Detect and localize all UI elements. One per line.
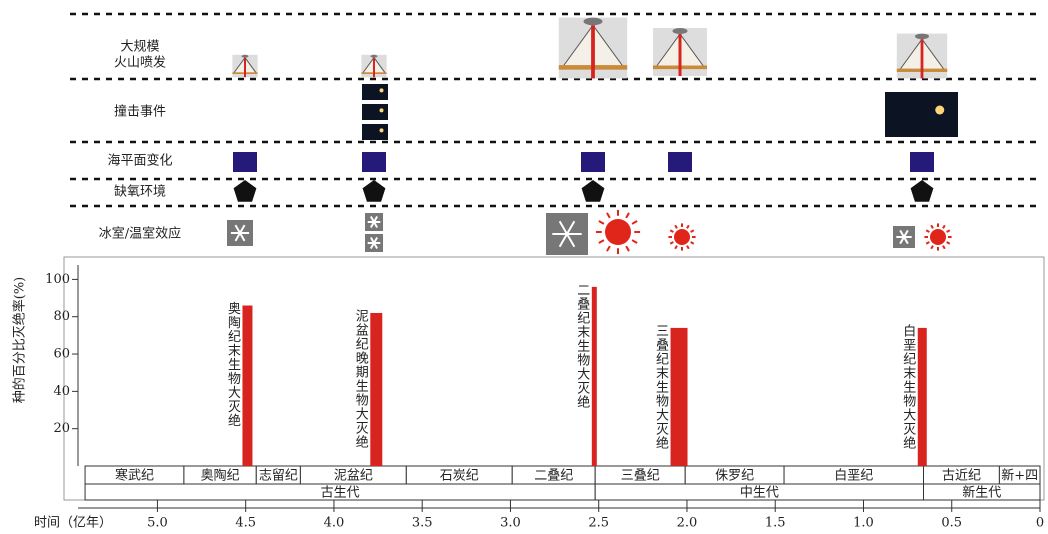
y-axis-label: 种的百分比灭绝率(%) [12, 277, 28, 404]
greenhouse-icon [626, 246, 629, 251]
x-axis-label: 时间（亿年） [34, 516, 112, 531]
period-label: 古近纪 [942, 469, 981, 484]
x-tick-label: 4.5 [235, 516, 256, 531]
greenhouse-icon [687, 246, 689, 249]
greenhouse-icon [670, 242, 673, 244]
greenhouse-icon [687, 225, 689, 228]
sea-level-icon [910, 152, 934, 172]
period-label: 泥盆纪 [334, 469, 373, 484]
bar-annotation: 二叠纪末生物大灭绝 [574, 283, 590, 409]
period-label: 寒武纪 [115, 468, 154, 484]
bar-annotation: 泥盆纪晚期生物大灭绝 [353, 309, 369, 449]
period-label: 三叠纪 [621, 469, 660, 484]
greenhouse-icon [674, 229, 690, 245]
volcano-icon [673, 28, 688, 34]
x-tick-label: 2.0 [677, 516, 698, 531]
period-label: 新+四 [1001, 468, 1038, 484]
sea-level-icon [668, 152, 692, 172]
x-tick-label: 2.5 [588, 516, 609, 531]
period-label: 二叠纪 [534, 469, 573, 484]
period-label: 白垩纪 [834, 468, 873, 484]
greenhouse-icon [943, 246, 945, 249]
plot-frame [64, 257, 1044, 500]
x-tick-label: 0.5 [941, 516, 962, 531]
bar [592, 287, 597, 466]
y-tick-label: 40 [53, 384, 70, 399]
greenhouse-icon [607, 213, 610, 218]
anoxia-icon [234, 180, 257, 202]
greenhouse-icon [931, 246, 933, 249]
greenhouse-icon [675, 225, 677, 228]
greenhouse-icon [675, 246, 677, 249]
greenhouse-icon [607, 246, 610, 251]
impact-icon [885, 92, 958, 137]
sea-level-icon [581, 152, 605, 172]
anoxia-icon [911, 180, 934, 202]
era-label: 古生代 [321, 486, 360, 501]
greenhouse-icon [691, 230, 694, 232]
greenhouse-icon [632, 240, 637, 243]
y-tick-label: 80 [53, 309, 70, 324]
anoxia-icon [582, 180, 605, 202]
greenhouse-icon [599, 240, 604, 243]
factor-label: 撞击事件 [114, 105, 166, 120]
impact-icon [380, 108, 384, 112]
greenhouse-icon [599, 221, 604, 224]
greenhouse-icon [926, 242, 929, 244]
y-tick-label: 20 [53, 421, 70, 436]
greenhouse-icon [605, 219, 631, 245]
x-tick-label: 0 [1036, 516, 1044, 531]
bar [370, 313, 382, 466]
period-label: 侏罗纪 [715, 469, 754, 484]
greenhouse-icon [626, 213, 629, 218]
factor-label: 大规模 [120, 40, 159, 55]
volcano-icon [371, 55, 378, 58]
impact-icon [380, 88, 384, 92]
factor-label: 缺氧环境 [114, 185, 166, 200]
bar [918, 328, 927, 466]
bar-annotation: 白垩纪末生物大灭绝 [900, 323, 916, 450]
greenhouse-icon [947, 242, 950, 244]
period-label: 石炭纪 [440, 469, 479, 484]
sea-level-icon [233, 152, 257, 172]
volcano-icon [915, 34, 929, 40]
volcano-icon [242, 55, 249, 58]
impact-icon [362, 124, 388, 140]
factor-label: 海平面变化 [107, 153, 172, 169]
greenhouse-icon [926, 230, 929, 232]
x-tick-label: 3.0 [500, 516, 521, 531]
bar-annotation: 三叠纪末生物大灭绝 [653, 324, 669, 450]
impact-icon [380, 128, 384, 132]
greenhouse-icon [947, 230, 950, 232]
impact-icon [362, 104, 388, 120]
x-tick-label: 3.5 [412, 516, 433, 531]
figure: 大规模火山喷发撞击事件海平面变化缺氧环境冰室/温室效应 20 40 60 80 100 种的… [0, 0, 1048, 534]
volcano-icon [584, 18, 603, 26]
impact-icon [935, 106, 944, 115]
era-label: 中生代 [740, 486, 779, 501]
period-label: 奥陶纪 [201, 468, 240, 484]
impact-icon [362, 84, 388, 100]
y-tick-label: 100 [45, 272, 70, 287]
anoxia-icon [363, 180, 386, 202]
x-tick-label: 5.0 [147, 516, 168, 531]
greenhouse-icon [931, 225, 933, 228]
greenhouse-icon [691, 242, 694, 244]
x-tick-label: 1.5 [765, 516, 786, 531]
era-label: 新生代 [962, 485, 1001, 501]
greenhouse-icon [670, 230, 673, 232]
x-tick-label: 1.0 [853, 516, 874, 531]
bar [671, 328, 688, 466]
bar-annotation: 奥陶纪末生物大灭绝 [225, 302, 241, 428]
period-label: 志留纪 [259, 469, 298, 484]
factor-label: 冰室/温室效应 [99, 226, 181, 242]
greenhouse-icon [632, 221, 637, 224]
x-tick-label: 4.0 [324, 516, 345, 531]
greenhouse-icon [943, 225, 945, 228]
y-tick-label: 60 [53, 347, 70, 362]
bar [242, 306, 252, 466]
factor-label: 火山喷发 [114, 55, 166, 71]
greenhouse-icon [930, 229, 946, 245]
sea-level-icon [362, 152, 386, 172]
